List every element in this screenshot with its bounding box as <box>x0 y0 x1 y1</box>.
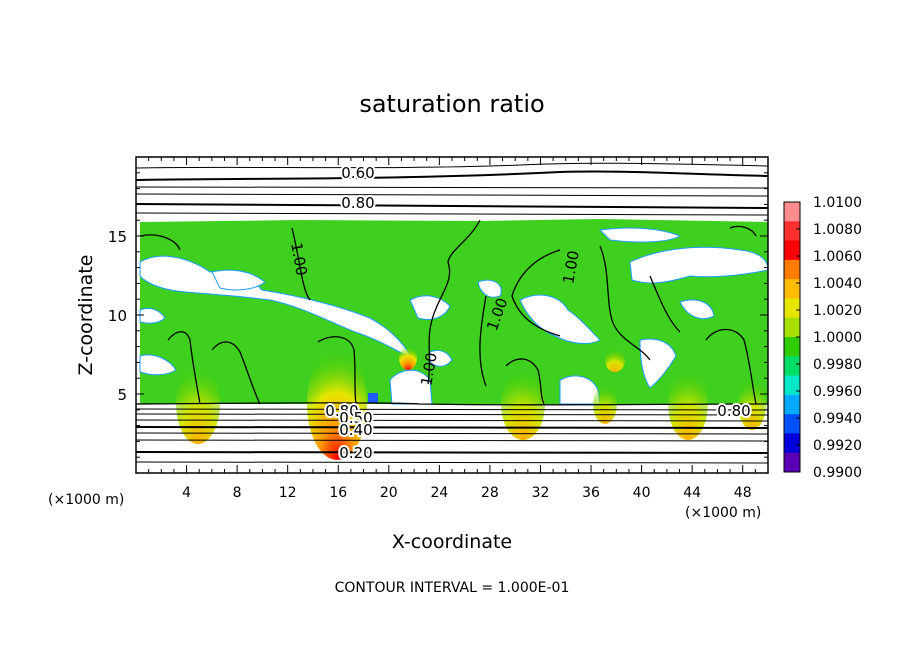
dry-regions <box>139 227 768 405</box>
y-tick-label: 10 <box>108 307 127 325</box>
chart-title: saturation ratio <box>359 90 544 118</box>
colorbar-label: 1.0040 <box>813 276 862 292</box>
colorbar-label: 1.0100 <box>813 195 862 211</box>
colorbar-label: 0.9960 <box>813 384 862 400</box>
x-tick-label: 24 <box>430 485 448 501</box>
contour-label: 0.60 <box>341 164 374 182</box>
colorbar-label: 1.0080 <box>813 222 862 238</box>
x-tick-label: 8 <box>233 485 242 501</box>
colorbar: 1.0100 1.0080 1.0060 1.0040 1.0020 1.0000 0.99… <box>783 195 862 481</box>
colorbar-label: 0.9940 <box>813 411 862 427</box>
heatmap-field <box>139 219 768 460</box>
colorbar-swatch <box>784 221 800 242</box>
colorbar-swatch <box>784 202 800 222</box>
x-tick-label: 32 <box>532 485 550 501</box>
contour-label: 1.00 <box>287 241 311 277</box>
contour-label: 1.00 <box>559 249 583 285</box>
colorbar-swatch <box>784 298 800 319</box>
colorbar-swatch <box>784 394 800 415</box>
colorbar-label: 0.9980 <box>813 357 862 373</box>
colorbar-swatch <box>784 452 800 473</box>
colorbar-swatch <box>784 279 800 299</box>
y-axis-title: Z-coordinate <box>75 255 97 376</box>
contour-label: 1.00 <box>417 351 441 387</box>
colorbar-label: 0.9900 <box>813 465 862 481</box>
x-tick-label: 40 <box>633 485 651 501</box>
contour-label: 0.20 <box>339 444 372 462</box>
contour-labels: 0.60 0.80 1.00 1.00 1.00 1.00 0.80 0.80 … <box>287 162 753 464</box>
x-tick-label: 36 <box>582 485 600 501</box>
y-axis: 5 10 15 <box>108 172 768 458</box>
colorbar-swatch <box>784 433 800 454</box>
colorbar-swatch <box>784 317 800 338</box>
x-tick-label: 44 <box>683 485 701 501</box>
blue-spot <box>368 393 378 403</box>
x-tick-label: 16 <box>329 485 347 501</box>
contour-label: 0.80 <box>325 402 358 420</box>
colorbar-swatch <box>784 356 800 377</box>
x-tick-label: 4 <box>182 485 191 501</box>
x-unit-left: (×1000 m) <box>48 492 124 508</box>
contour-label: 0.80 <box>717 402 750 420</box>
x-unit-right: (×1000 m) <box>685 505 761 521</box>
x-axis-title: X-coordinate <box>392 531 512 553</box>
colorbar-swatch <box>784 337 800 357</box>
contour-label: 0.80 <box>341 194 374 212</box>
x-axis: 4 8 12 16 20 24 28 32 36 40 44 48 <box>148 157 756 501</box>
y-tick-label: 5 <box>117 386 127 404</box>
contour-label: 0.40 <box>339 421 372 439</box>
colorbar-label: 1.0060 <box>813 249 862 265</box>
colorbar-label: 0.9920 <box>813 438 862 454</box>
colorbar-swatch <box>784 259 800 280</box>
x-tick-label: 12 <box>279 485 297 501</box>
colorbar-swatch <box>784 414 800 434</box>
x-tick-label: 20 <box>380 485 398 501</box>
colorbar-label: 1.0000 <box>813 330 862 346</box>
colorbar-label: 1.0020 <box>813 303 862 319</box>
colorbar-swatch <box>784 375 800 396</box>
y-tick-label: 15 <box>108 228 127 246</box>
saturation-field <box>140 219 768 404</box>
contour-interval-note: CONTOUR INTERVAL = 1.000E-01 <box>335 580 570 596</box>
contour-label: 0.50 <box>339 409 372 427</box>
x-tick-label: 28 <box>481 485 499 501</box>
colorbar-swatch <box>784 240 800 261</box>
x-tick-label: 48 <box>734 485 752 501</box>
